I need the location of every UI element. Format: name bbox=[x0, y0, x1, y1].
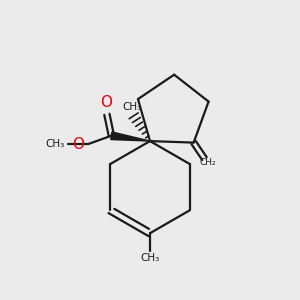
Text: CH₃: CH₃ bbox=[140, 254, 160, 263]
Text: CH₃: CH₃ bbox=[46, 139, 65, 149]
Text: O: O bbox=[100, 95, 112, 110]
Text: CH₂: CH₂ bbox=[199, 158, 216, 167]
Text: O: O bbox=[73, 136, 85, 152]
Polygon shape bbox=[111, 132, 150, 141]
Text: CH₃: CH₃ bbox=[122, 102, 142, 112]
